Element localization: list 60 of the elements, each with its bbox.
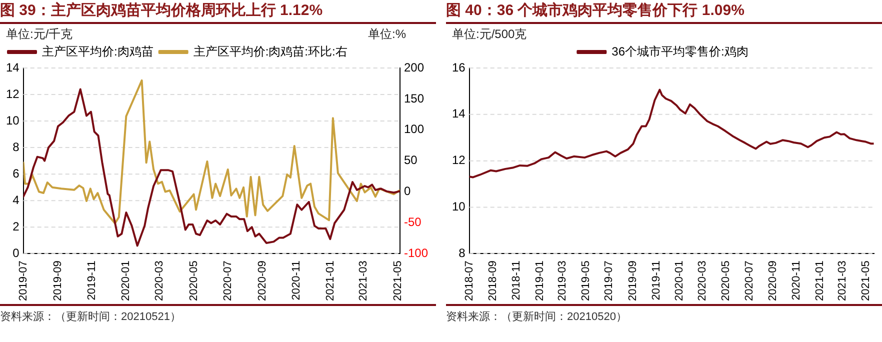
y2-axis-title: 单位:%: [368, 26, 406, 43]
legend-label: 主产区平均价:肉鸡苗: [42, 44, 154, 58]
text: 资料来源：（更新时间：20210521）: [0, 304, 436, 325]
x-tick-label: 2021-05: [860, 260, 872, 302]
x-tick-label: 2020-07: [743, 260, 756, 302]
legend-label: 主产区平均价:肉鸡苗:环比:右: [193, 44, 348, 58]
y2-tick-label: -100: [404, 246, 428, 260]
x-tick-label: 2020-11: [290, 260, 303, 300]
x-tick-label: 2021-01: [814, 260, 826, 302]
x-tick-label: 2021-03: [358, 260, 370, 302]
y-axis-title: 单位:元/500克: [452, 26, 527, 43]
x-tick-label: 2020-05: [720, 260, 732, 302]
legend-label: 36个城市平均零售价:鸡肉: [612, 44, 748, 58]
y2-tick-label: 150: [404, 91, 424, 106]
y2-tick-label: 0: [404, 184, 411, 198]
chart-title: 图 40：36 个城市鸡肉平均零售价下行 1.09%: [446, 0, 882, 24]
x-tick-label: 2019-09: [52, 260, 64, 302]
x-tick-label: 2020-11: [790, 260, 802, 300]
y-tick-label: 10: [452, 200, 466, 214]
y-tick-label: 8: [12, 140, 20, 154]
text: 资料来源：（更新时间：20210520）: [446, 304, 882, 325]
y2-tick-label: 200: [404, 60, 424, 74]
x-tick-label: 2019-03: [556, 260, 568, 302]
x-tick-label: 2021-01: [324, 260, 337, 302]
x-tick-label: 2019-05: [580, 260, 592, 302]
y-axis-title: 单位:元/千克: [6, 26, 73, 43]
y-tick-label: 14: [6, 60, 20, 74]
x-tick-label: 2020-09: [767, 260, 780, 302]
y-tick-label: 0: [12, 246, 20, 260]
y2-tick-label: -50: [404, 215, 422, 230]
x-tick-label: 2019-09: [626, 260, 639, 302]
x-tick-label: 2020-09: [256, 260, 269, 302]
y-tick-label: 4: [12, 192, 20, 207]
x-tick-label: 2020-05: [188, 260, 200, 302]
y2-tick-label: 50: [404, 153, 418, 168]
x-tick-label: 2019-07: [17, 260, 30, 302]
chart-title: 图 39：主产区肉鸡苗平均价格周环比上行 1.12%: [0, 0, 436, 24]
y-tick-label: 10: [6, 113, 20, 128]
x-tick-label: 2020-07: [222, 260, 234, 302]
x-tick-label: 2020-03: [154, 260, 166, 302]
y-tick-label: 2: [12, 219, 20, 234]
x-tick-label: 2020-01: [674, 260, 686, 302]
x-tick-label: 2019-01: [534, 260, 546, 302]
x-tick-label: 2020-03: [696, 260, 709, 302]
y-tick-label: 12: [452, 153, 466, 168]
x-tick-label: 2021-05: [392, 260, 404, 302]
y-tick-label: 8: [458, 246, 466, 260]
y2-tick-label: 100: [404, 122, 424, 136]
x-tick-label: 2020-01: [120, 260, 132, 302]
x-tick-label: 2019-11: [650, 260, 662, 300]
y-tick-label: 16: [452, 60, 466, 74]
x-tick-label: 2019-07: [603, 260, 616, 302]
x-tick-label: 2018-07: [463, 260, 476, 302]
x-tick-label: 2021-03: [836, 260, 848, 302]
y-tick-label: 14: [452, 106, 466, 121]
x-tick-label: 2018-11: [510, 260, 522, 300]
x-tick-label: 2018-09: [487, 260, 500, 302]
y-tick-label: 12: [6, 86, 20, 101]
y-tick-label: 6: [12, 166, 20, 180]
x-tick-label: 2019-11: [86, 260, 98, 300]
